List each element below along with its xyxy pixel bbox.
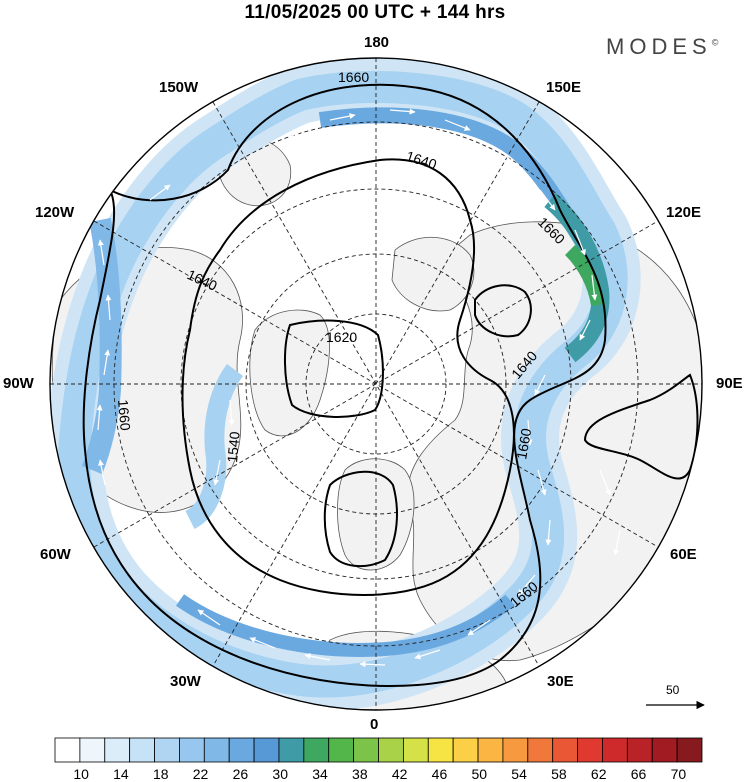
contour-label: 1540: [224, 431, 243, 464]
colorbar-tick-label: 58: [551, 766, 567, 782]
colorbar-swatch: [129, 737, 155, 763]
map-boundary: [49, 57, 703, 711]
colorbar-swatch: [452, 737, 479, 763]
wind-vectors: [96, 108, 621, 668]
colorbar-swatch: [626, 737, 653, 763]
lon-label-120w: 120W: [35, 204, 75, 221]
brand-name: MODES: [606, 34, 712, 59]
colorbar-tick-label: 14: [113, 766, 129, 782]
lon-label-180: 180: [364, 34, 390, 51]
colorbar-swatch: [552, 737, 578, 763]
colorbar-tick-label: 46: [431, 766, 448, 782]
colorbar-swatch: [602, 737, 628, 763]
lon-label-90w: 90W: [3, 375, 34, 392]
lon-label-150w: 150W: [159, 79, 199, 96]
colorbar-swatch: [353, 737, 379, 763]
graticule: [50, 58, 702, 710]
colorbar-tick-label: 18: [152, 766, 169, 782]
vector-scale-label: 50: [666, 683, 680, 697]
lon-label-0: 0: [370, 716, 379, 733]
colorbar-tick-label: 22: [192, 766, 209, 782]
lon-label-150e: 150E: [546, 79, 582, 96]
lon-label-30e: 30E: [547, 673, 574, 690]
colorbar-tick-label: 26: [232, 766, 249, 782]
lon-label-30w: 30W: [170, 673, 201, 690]
contour-label: 1660: [513, 427, 534, 461]
colorbar-swatch: [676, 737, 703, 763]
colorbar-swatch: [402, 737, 429, 763]
colorbar-tick-label: 62: [590, 766, 607, 782]
colorbar-tick-label: 70: [670, 766, 687, 782]
contour-label: 1660: [338, 69, 369, 85]
colorbar-swatch: [253, 737, 280, 763]
colorbar-swatch: [54, 737, 81, 763]
colorbar-tick-label: 50: [471, 766, 488, 782]
colorbar-tick-label: 34: [312, 766, 328, 782]
colorbar-swatch: [328, 737, 355, 763]
colorbar-tick-label: 42: [391, 766, 408, 782]
colorbar-swatch: [477, 737, 504, 763]
lon-label-120e: 120E: [666, 204, 702, 221]
colorbar-swatch: [228, 737, 255, 763]
lon-label-60e: 60E: [670, 546, 697, 563]
colorbar-swatch: [427, 737, 454, 763]
colorbar-swatch: [378, 737, 404, 763]
colorbar-swatch: [577, 737, 603, 763]
colorbar-swatch: [278, 737, 305, 763]
colorbar-swatch: [303, 737, 330, 763]
colorbar-tick-label: 30: [272, 766, 288, 782]
contour-label: 1660: [115, 399, 134, 432]
colorbar-swatch: [179, 737, 205, 763]
colorbar-swatch: [502, 737, 529, 763]
colorbar-swatch: [154, 737, 180, 763]
brand-logo: MODES©: [606, 34, 718, 60]
colorbar-swatch: [203, 737, 230, 763]
colorbar-tick-label: 10: [73, 766, 89, 782]
contour-label-group: 1660 1640 1640 1620 1640 1660 1540 1660 …: [115, 69, 568, 610]
lon-label-60w: 60W: [40, 546, 71, 563]
colorbar: [54, 737, 703, 763]
contour-label: 1620: [326, 329, 357, 345]
lon-label-90e: 90E: [716, 375, 743, 392]
colorbar-swatch: [104, 737, 131, 763]
colorbar-tick-label: 38: [352, 766, 368, 782]
colorbar-swatch: [527, 737, 554, 763]
colorbar-tick-label: 66: [630, 766, 647, 782]
copyright-mark: ©: [711, 37, 719, 48]
colorbar-tick-label: 54: [511, 766, 527, 782]
colorbar-swatch: [651, 737, 678, 763]
colorbar-swatch: [79, 737, 106, 763]
map-title: 11/05/2025 00 UTC + 144 hrs: [244, 2, 506, 23]
